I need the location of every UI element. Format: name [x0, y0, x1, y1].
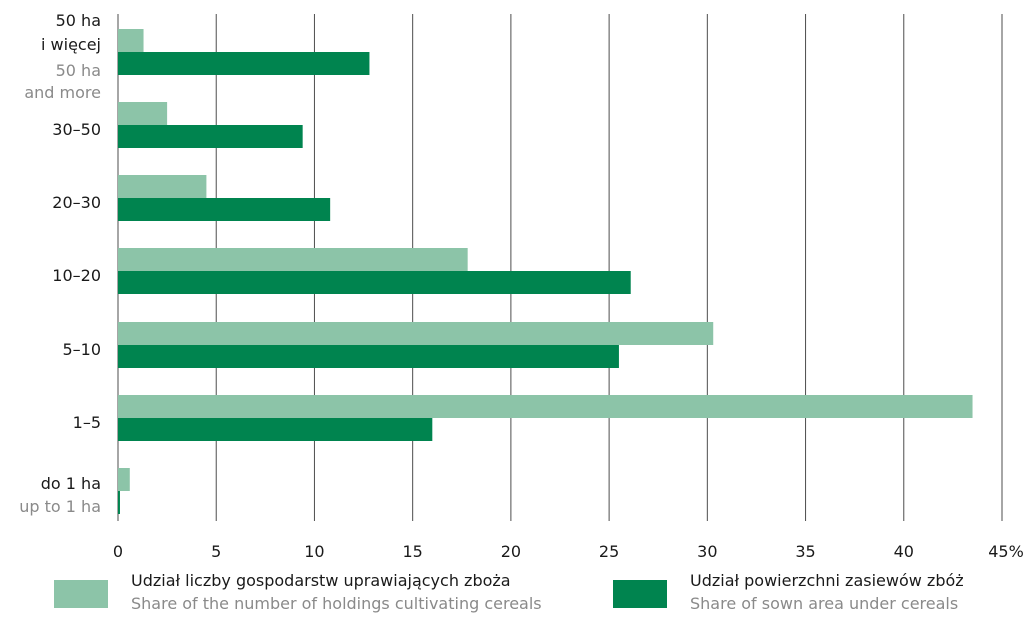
x-tick-label: 0 [113, 542, 123, 561]
bar-holdings [118, 248, 468, 271]
category-sublabel: and more [24, 83, 101, 102]
category-label: 50 ha [56, 11, 101, 30]
x-tick-label: 10 [304, 542, 324, 561]
bar-holdings [118, 175, 207, 198]
legend: Udział liczby gospodarstw uprawiających … [54, 571, 964, 613]
x-tick-labels: 0 5 10 15 20 25 30 35 40 45% [113, 542, 1024, 561]
bar-holdings [118, 468, 130, 491]
legend-swatch-area [613, 580, 667, 608]
category-sublabel: up to 1 ha [19, 497, 101, 516]
category-label: 30–50 [52, 120, 101, 139]
bar-area [118, 198, 331, 221]
x-tick-label: 35 [795, 542, 815, 561]
category-sublabel: 50 ha [56, 61, 101, 80]
bar-area [118, 271, 631, 294]
legend-label-area: Udział powierzchni zasiewów zbóż [690, 571, 964, 590]
category-labels: 50 ha i więcej 50 ha and more 30–50 20–30 10–2… [19, 11, 101, 516]
bars [118, 29, 973, 514]
x-tick-label: 40 [894, 542, 914, 561]
bar-area [118, 125, 303, 148]
category-label: 10–20 [52, 266, 101, 285]
category-label: i więcej [41, 35, 101, 54]
bar-holdings [118, 322, 714, 345]
bar-area [118, 491, 120, 514]
bar-area [118, 345, 619, 368]
bar-holdings [118, 29, 144, 52]
legend-swatch-holdings [54, 580, 108, 608]
legend-sublabel-area: Share of sown area under cereals [690, 594, 958, 613]
grid-lines [117, 14, 1003, 521]
category-label: 1–5 [73, 413, 101, 432]
bar-holdings [118, 395, 973, 418]
x-tick-label: 20 [501, 542, 521, 561]
bar-holdings [118, 102, 168, 125]
bar-area [118, 52, 370, 75]
bar-area [118, 418, 433, 441]
x-tick-label: 45% [988, 542, 1024, 561]
x-tick-label: 30 [697, 542, 717, 561]
x-tick-label: 15 [402, 542, 422, 561]
category-label: do 1 ha [41, 474, 101, 493]
x-tick-label: 25 [599, 542, 619, 561]
legend-sublabel-holdings: Share of the number of holdings cultivat… [131, 594, 542, 613]
category-label: 20–30 [52, 193, 101, 212]
legend-label-holdings: Udział liczby gospodarstw uprawiających … [131, 571, 511, 590]
x-tick-label: 5 [211, 542, 221, 561]
category-label: 5–10 [62, 340, 101, 359]
